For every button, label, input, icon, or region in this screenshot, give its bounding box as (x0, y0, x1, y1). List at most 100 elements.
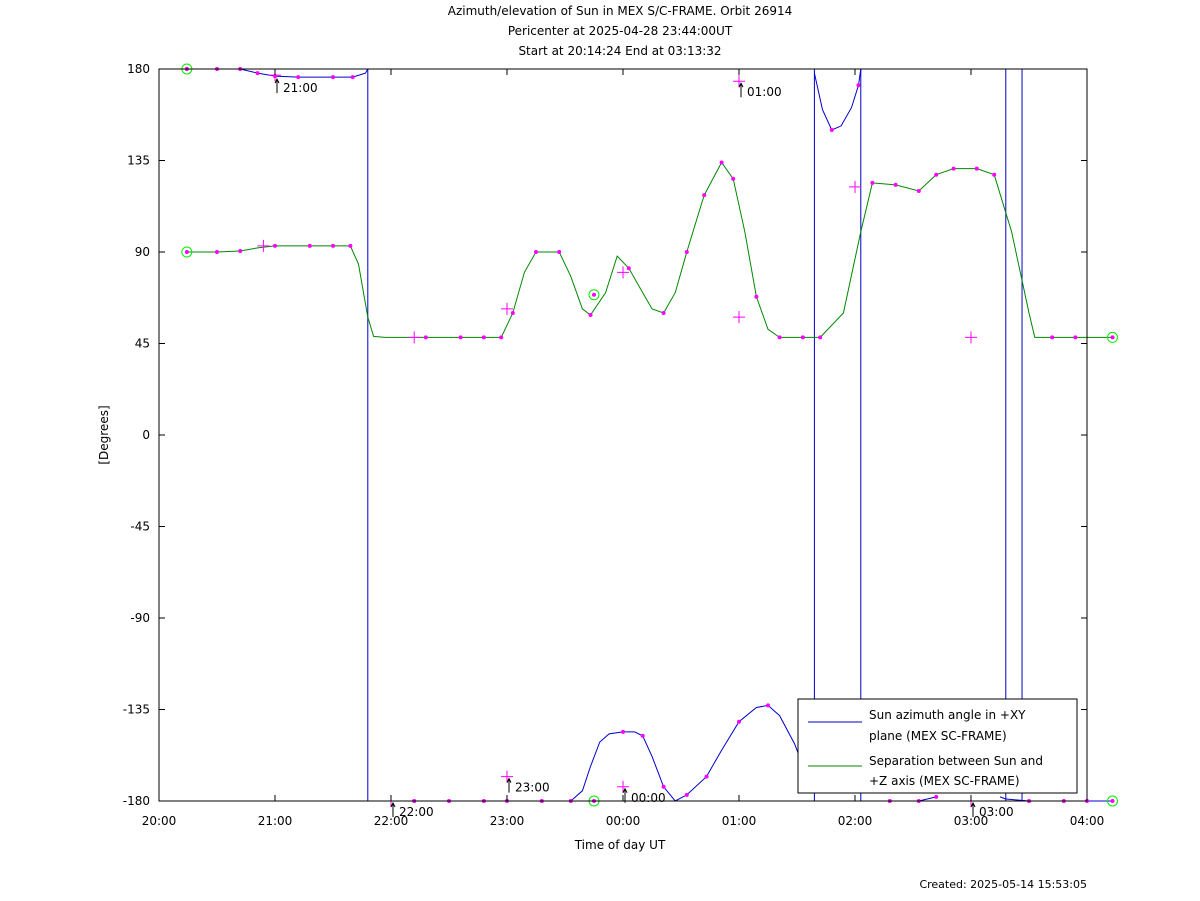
data-point-marker (856, 83, 861, 88)
hour-annotation-label: 22:00 (399, 805, 434, 819)
data-point-marker (588, 313, 593, 318)
data-point-marker (458, 335, 463, 340)
start-end-circle-marker (181, 246, 193, 258)
data-point-marker (737, 719, 741, 724)
data-point-marker (934, 172, 939, 177)
data-point-marker (215, 250, 219, 254)
hour-cross-marker (733, 75, 745, 88)
y-tick-label: 0 (142, 428, 150, 442)
hour-cross-marker (849, 180, 861, 193)
x-tick-label: 02:00 (838, 814, 873, 828)
data-point-marker (273, 243, 277, 248)
data-point-marker (481, 335, 486, 340)
legend-label-azimuth-line2: plane (MEX SC-FRAME) (869, 729, 1007, 743)
x-tick-label: 20:00 (142, 814, 177, 828)
hour-annotation-arrowhead (622, 787, 628, 793)
data-point-marker (640, 733, 645, 738)
legend-box (797, 698, 1078, 794)
x-tick-label: 03:00 (954, 814, 989, 828)
data-point-marker (974, 166, 979, 171)
chart-title-line-2: Pericenter at 2025-04-28 23:44:00UT (507, 24, 733, 38)
legend-label-separation-line2: +Z axis (MEX SC-FRAME) (869, 774, 1020, 788)
data-point-marker (661, 784, 666, 789)
separation-series-line (186, 161, 1113, 338)
x-tick-label: 22:00 (374, 814, 409, 828)
x-tick-label: 04:00 (1070, 814, 1105, 828)
plot-frame (158, 68, 1088, 802)
data-point-marker (661, 311, 666, 315)
hour-cross-marker (501, 770, 513, 783)
data-point-marker (331, 243, 335, 248)
data-point-marker (350, 75, 355, 80)
hour-cross-marker (617, 266, 629, 279)
hour-cross-marker (408, 331, 421, 344)
data-point-marker (704, 774, 709, 779)
hour-annotation-label: 00:00 (631, 791, 666, 805)
data-point-marker (893, 182, 898, 187)
y-tick-label: 45 (135, 337, 150, 351)
start-end-circle-marker (1107, 795, 1119, 807)
data-point-marker (348, 243, 353, 248)
data-point-marker (331, 75, 335, 80)
hour-cross-marker (501, 302, 513, 315)
created-timestamp: Created: 2025-05-14 15:53:05 (919, 878, 1087, 891)
legend-label-azimuth-line1: Sun azimuth angle in +XY (869, 708, 1026, 722)
data-point-marker (626, 266, 631, 271)
azimuth-series-line (186, 68, 1113, 802)
x-tick-label: 01:00 (722, 814, 757, 828)
data-point-marker (1073, 335, 1078, 340)
data-point-marker (423, 335, 428, 340)
y-tick-label: 135 (127, 154, 150, 168)
data-point-marker (731, 176, 736, 181)
data-point-marker (510, 311, 515, 315)
data-point-marker (992, 172, 997, 177)
data-point-marker (934, 794, 939, 799)
data-point-marker (1110, 335, 1115, 340)
hour-annotation-arrowhead (390, 801, 396, 808)
data-point-marker (766, 703, 770, 708)
data-point-marker (255, 71, 260, 76)
data-point-marker (534, 250, 538, 254)
hour-annotation-label: 23:00 (515, 781, 550, 795)
hour-annotation-label: 01:00 (747, 85, 782, 99)
x-tick-label: 23:00 (490, 814, 525, 828)
hour-annotation-arrowhead (970, 801, 976, 808)
data-point-marker (296, 75, 301, 80)
data-point-marker (829, 128, 834, 132)
legend-label-separation-line1: Separation between Sun and (869, 754, 1043, 768)
x-axis-label: Time of day UT (574, 838, 666, 852)
start-end-circle-marker (588, 289, 600, 301)
x-tick-label: 00:00 (606, 814, 641, 828)
data-point-marker (592, 292, 596, 297)
y-tick-label: -45 (130, 520, 150, 534)
marker-layer (181, 63, 1119, 807)
hour-cross-marker (733, 311, 745, 324)
y-tick-label: -135 (123, 703, 150, 717)
hour-annotation-arrowhead (274, 78, 280, 84)
data-point-marker (557, 250, 562, 254)
data-point-marker (684, 792, 689, 797)
data-point-marker (818, 335, 823, 340)
chart-title-line-3: Start at 20:14:24 End at 03:13:32 (518, 44, 722, 58)
data-point-marker (916, 189, 921, 193)
data-point-marker (1110, 799, 1115, 803)
x-tick-label: 21:00 (258, 814, 293, 828)
hour-annotation-label: 21:00 (283, 81, 318, 95)
data-point-marker (499, 335, 504, 340)
data-point-marker (800, 335, 805, 340)
data-point-marker (702, 193, 707, 198)
y-axis-label: [Degrees] (97, 405, 111, 464)
y-tick-label: -90 (130, 611, 150, 625)
axes-layer: 20:00 21:00 22:00 23:00 00:00 01:00 02:00 03:00… (123, 62, 1105, 828)
hour-cross-marker (965, 331, 977, 344)
hour-annotation-arrowhead (506, 777, 512, 783)
hour-annotation-arrowhead (738, 82, 744, 88)
data-point-marker (621, 729, 625, 734)
y-tick-label: -180 (123, 794, 150, 808)
data-point-marker (684, 250, 689, 254)
hour-cross-marker (257, 239, 270, 252)
data-point-marker (184, 250, 189, 254)
y-tick-label: 90 (135, 245, 150, 259)
data-point-marker (870, 180, 875, 185)
